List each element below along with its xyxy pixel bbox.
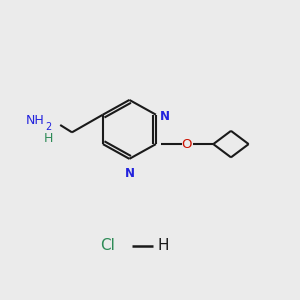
Text: H: H (44, 132, 53, 145)
Text: N: N (160, 110, 170, 123)
Text: H: H (158, 238, 169, 253)
Text: Cl: Cl (100, 238, 115, 253)
Text: NH: NH (25, 114, 44, 127)
Text: 2: 2 (46, 122, 52, 132)
Text: O: O (182, 138, 192, 151)
Text: N: N (124, 167, 134, 180)
